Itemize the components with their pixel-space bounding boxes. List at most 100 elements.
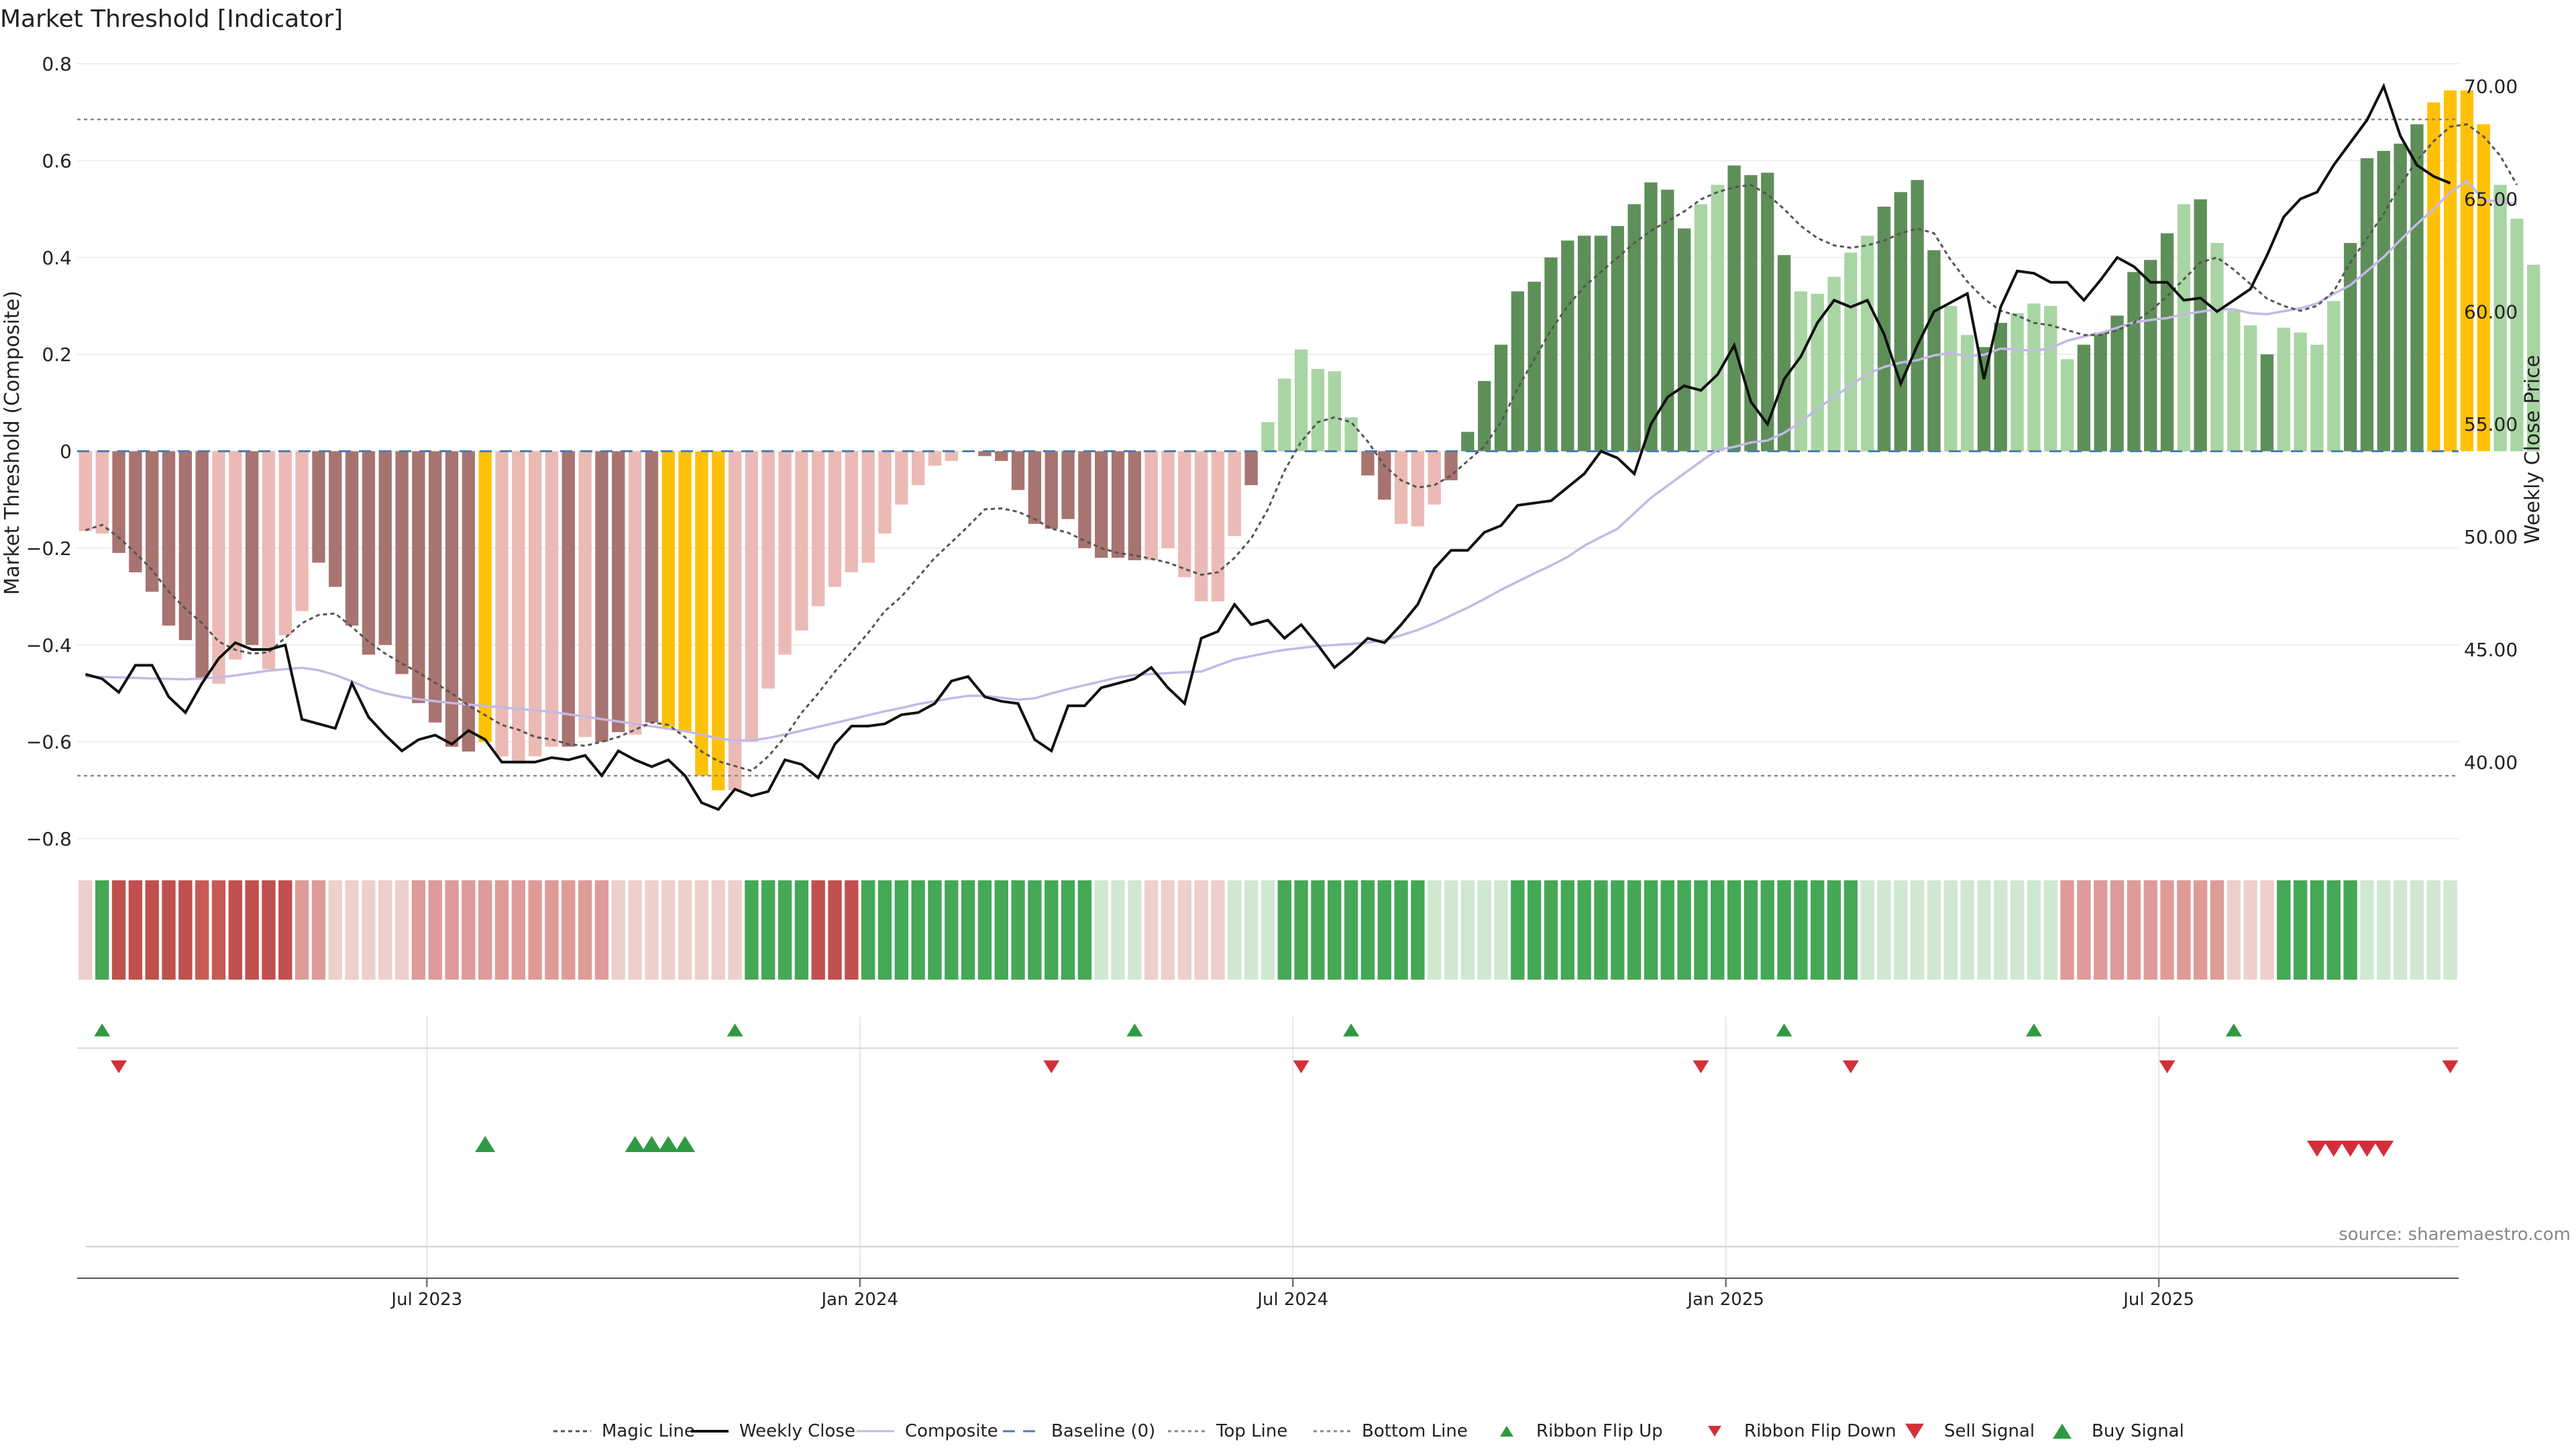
ribbon-cell	[78, 880, 93, 980]
composite-bar	[2044, 305, 2057, 452]
composite-bar	[1861, 236, 1874, 452]
ribbon-cell	[1077, 880, 1092, 980]
x-tick-label: Jul 2023	[390, 1290, 462, 1310]
composite-bar	[845, 451, 859, 572]
buy-signal-marker	[625, 1136, 645, 1152]
composite-bar	[2443, 90, 2457, 452]
y-left-tick-label: 0	[60, 441, 72, 463]
ribbon-cell	[561, 880, 576, 980]
composite-bar	[2510, 219, 2524, 452]
ribbon-cell	[1911, 880, 1925, 980]
composite-bar	[2094, 332, 2107, 452]
ribbon-cell	[294, 880, 309, 980]
composite-bar	[495, 451, 508, 757]
ribbon-cell	[1177, 880, 1192, 980]
ribbon-cell	[378, 880, 392, 980]
ribbon-cell	[1161, 880, 1175, 980]
ribbon-cell	[2326, 880, 2341, 980]
composite-bar	[2377, 150, 2390, 452]
ribbon-cell	[2277, 880, 2291, 980]
ribbon-flip-down-marker	[2159, 1060, 2176, 1074]
magic-line	[85, 123, 2518, 772]
composite-bar	[978, 451, 991, 456]
composite-bar	[761, 451, 775, 689]
ribbon-flip-down-marker	[1293, 1060, 1309, 1074]
composite-bar	[345, 451, 359, 626]
ribbon-cell	[494, 880, 509, 980]
ribbon-cell	[928, 880, 942, 980]
ribbon-cell	[2194, 880, 2208, 980]
composite-bar	[1827, 276, 1841, 452]
composite-bar	[2177, 204, 2191, 452]
composite-bar	[895, 451, 908, 505]
ribbon-cell	[1144, 880, 1159, 980]
legend-swatch-ribbon_up	[1500, 1426, 1513, 1437]
ribbon-flip-down-marker	[1842, 1060, 1859, 1074]
composite-bar	[578, 451, 592, 737]
ribbon-cell	[1827, 880, 1841, 980]
ribbon-cell	[1977, 880, 1991, 980]
legend-label-top: Top Line	[1216, 1421, 1287, 1441]
ribbon-cell	[678, 880, 692, 980]
composite-bar	[362, 451, 376, 655]
composite-bar	[1744, 175, 1758, 452]
composite-bar	[1378, 451, 1391, 500]
composite-bar	[745, 451, 759, 742]
composite-bar	[911, 451, 925, 486]
composite-bar	[1394, 451, 1408, 524]
ribbon-cell	[511, 880, 526, 980]
ribbon-cell	[2094, 880, 2108, 980]
ribbon-cell	[2410, 880, 2424, 980]
composite-bar	[1644, 182, 1658, 452]
ribbon-cell	[1328, 880, 1342, 980]
ribbon-cell	[1994, 880, 2008, 980]
legend-label-ribbon_down: Ribbon Flip Down	[1744, 1421, 1896, 1441]
composite-bar	[1494, 344, 1508, 452]
composite-bar	[378, 451, 392, 645]
source-credit: source: sharemaestro.com	[2339, 1225, 2571, 1245]
composite-bar	[1178, 451, 1191, 578]
composite-bar	[2127, 272, 2141, 452]
composite-bar	[795, 451, 808, 631]
composite-bar	[1311, 368, 1325, 452]
ribbon-cell	[1428, 880, 1442, 980]
ribbon-cell	[2293, 880, 2308, 980]
composite-bar	[1727, 165, 1741, 452]
ribbon-cell	[1244, 880, 1258, 980]
ribbon-cell	[1877, 880, 1891, 980]
ribbon-cell	[2177, 880, 2191, 980]
composite-bar	[1777, 255, 1791, 452]
ribbon-cell	[1460, 880, 1475, 980]
composite-bar	[2327, 301, 2341, 452]
ribbon-cell	[845, 880, 859, 980]
ribbon-cell	[1011, 880, 1025, 980]
ribbon-flip-up-marker	[2225, 1023, 2242, 1037]
ribbon-cell	[1194, 880, 1208, 980]
composite-bar	[1577, 236, 1591, 452]
legend-swatch-sell	[1905, 1423, 1924, 1439]
composite-bar	[1328, 371, 1341, 452]
composite-bar	[1044, 451, 1058, 529]
composite-bar	[628, 451, 642, 735]
ribbon-cell	[711, 880, 725, 980]
sell-signal-marker	[2373, 1141, 2394, 1157]
composite-bar	[1627, 204, 1641, 452]
ribbon-cell	[128, 880, 143, 980]
composite-bar	[112, 451, 125, 554]
ribbon-cell	[1544, 880, 1558, 980]
ribbon-cell	[2043, 880, 2057, 980]
legend-label-bottom: Bottom Line	[1362, 1421, 1468, 1441]
legend-swatch-ribbon_down	[1708, 1426, 1721, 1437]
ribbon-cell	[645, 880, 659, 980]
composite-bar	[1344, 417, 1358, 452]
composite-bar	[1478, 380, 1491, 452]
ribbon-cell	[2077, 880, 2091, 980]
composite-bar	[1061, 451, 1075, 519]
ribbon-cell	[362, 880, 376, 980]
composite-line	[85, 179, 2518, 742]
ribbon-cell	[394, 880, 409, 980]
ribbon-cell	[1743, 880, 1758, 980]
composite-bar	[262, 451, 276, 670]
composite-bar	[1661, 189, 1674, 452]
ribbon-cell	[1611, 880, 1625, 980]
